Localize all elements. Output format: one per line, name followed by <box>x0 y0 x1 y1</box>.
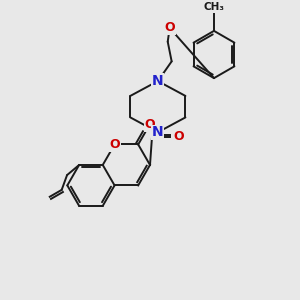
Text: N: N <box>152 74 164 88</box>
Text: CH₃: CH₃ <box>203 2 224 12</box>
Text: O: O <box>144 118 155 131</box>
Text: O: O <box>109 138 120 151</box>
Text: O: O <box>164 21 175 34</box>
Text: O: O <box>173 130 184 143</box>
Text: N: N <box>152 125 164 139</box>
